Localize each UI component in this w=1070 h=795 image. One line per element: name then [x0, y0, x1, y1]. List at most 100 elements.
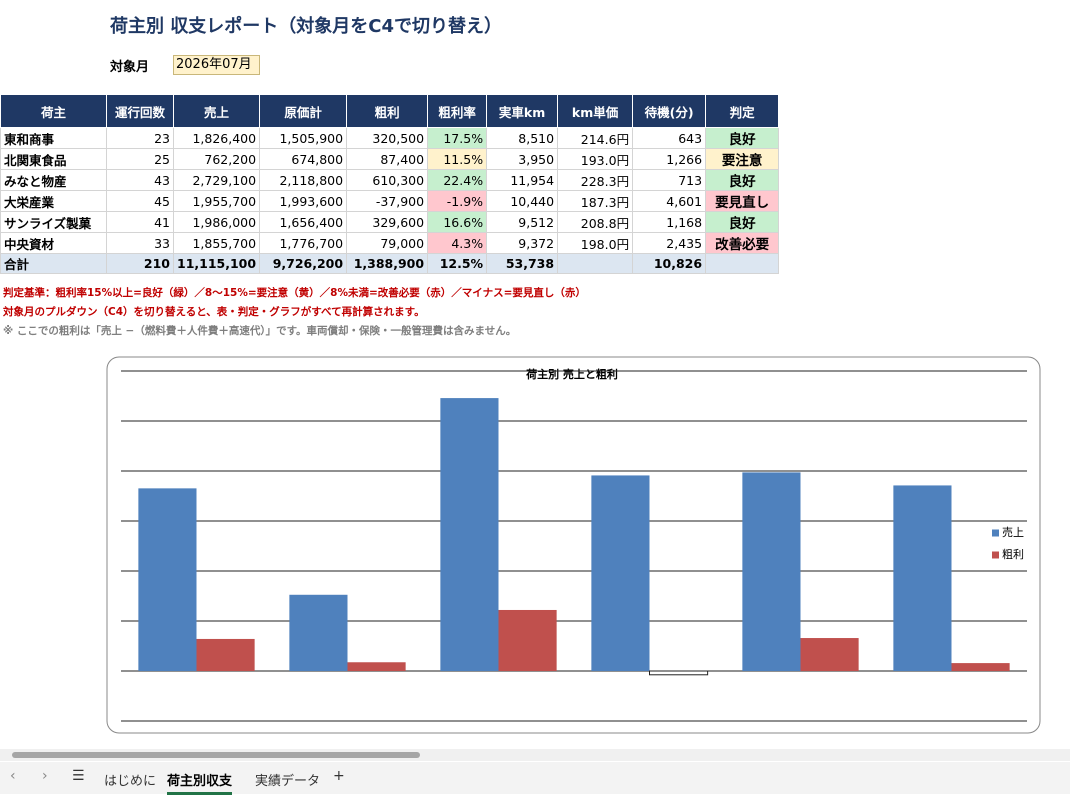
cell: サンライズ製菓 [0, 211, 107, 233]
cell: 610,300 [346, 169, 429, 191]
total-cell [705, 253, 780, 274]
column-header: 売上 [172, 94, 261, 128]
cell: みなと物産 [0, 169, 107, 191]
column-header: 待機(分) [632, 94, 707, 128]
sheet-tab[interactable]: はじめに [104, 774, 157, 789]
cell: 320,500 [346, 127, 429, 149]
cell: 228.3円 [557, 169, 634, 191]
cell: 33 [106, 232, 174, 254]
cell: 北関東食品 [0, 148, 107, 170]
scroll-thumb[interactable] [12, 752, 420, 758]
table-row: 北関東食品 25 762,200 674,800 87,400 11.5% 3,950 193… [0, 148, 780, 170]
cell: 10,440 [486, 190, 559, 212]
column-header: 粗利 [346, 94, 429, 128]
bar [800, 638, 859, 671]
cell: 8,510 [486, 127, 559, 149]
cell: 1,266 [632, 148, 707, 170]
bar [893, 485, 952, 671]
bar [196, 638, 255, 671]
cell: 187.3円 [557, 190, 634, 212]
table-row: 大栄産業 45 1,955,700 1,993,600 -37,900 -1.9% 10,4… [0, 190, 780, 212]
cell: 良好 [705, 169, 780, 191]
cell: 208.8円 [557, 211, 634, 233]
sheet-tab[interactable]: 実績データ [255, 774, 321, 789]
cell: 17.5% [427, 127, 488, 149]
cell: 11.5% [427, 148, 488, 170]
cell: -1.9% [427, 190, 488, 212]
cell: 9,512 [486, 211, 559, 233]
bar [742, 472, 801, 671]
cell: 1,986,000 [172, 211, 261, 233]
column-header: 粗利率 [427, 94, 488, 128]
bar [440, 398, 499, 671]
cell: 198.0円 [557, 232, 634, 254]
cell: 1,993,600 [259, 190, 348, 212]
cell: 中央資材 [0, 232, 107, 254]
total-cell: 10,826 [632, 253, 707, 274]
table-row: 中央資材 33 1,855,700 1,776,700 79,000 4.3% 9,372 1… [0, 232, 780, 254]
total-cell: 210 [106, 253, 174, 274]
cell: 2,118,800 [259, 169, 348, 191]
cell: 1,776,700 [259, 232, 348, 254]
table-row: 東和商事 23 1,826,400 1,505,900 320,500 17.5% 8,51… [0, 127, 780, 149]
cell: 1,826,400 [172, 127, 261, 149]
cell: 1,505,900 [259, 127, 348, 149]
cell: 1,168 [632, 211, 707, 233]
bar [138, 488, 197, 671]
total-cell: 11,115,100 [172, 253, 261, 274]
column-header: 実車km [486, 94, 559, 128]
cell: 25 [106, 148, 174, 170]
cell: 1,855,700 [172, 232, 261, 254]
sheet-tab[interactable]: 荷主別収支 [167, 770, 233, 795]
cell: 要見直し [705, 190, 780, 212]
cell: -37,900 [346, 190, 429, 212]
cell: 4,601 [632, 190, 707, 212]
column-header: 原価計 [259, 94, 348, 128]
cell: 9,372 [486, 232, 559, 254]
total-cell: 合計 [0, 253, 107, 274]
cell: 22.4% [427, 169, 488, 191]
prev-icon[interactable]: ‹ [10, 768, 16, 784]
menu-icon[interactable]: ☰ [72, 768, 85, 784]
bar [591, 475, 650, 671]
cell: 1,955,700 [172, 190, 261, 212]
column-header: 荷主 [0, 94, 107, 128]
total-cell: 12.5% [427, 253, 488, 274]
cell: 2,729,100 [172, 169, 261, 191]
table-row: サンライズ製菓 41 1,986,000 1,656,400 329,600 16.6% 9… [0, 211, 780, 233]
cell: 1,656,400 [259, 211, 348, 233]
bar [649, 670, 709, 676]
total-cell: 9,726,200 [259, 253, 348, 274]
add-sheet-icon[interactable]: + [333, 768, 345, 784]
legend-swatch [992, 551, 999, 559]
cell: 4.3% [427, 232, 488, 254]
cell: 3,950 [486, 148, 559, 170]
legend-swatch [992, 529, 999, 537]
sheet-tabs: ‹ › ☰ + はじめに 荷主別収支 実績データ [0, 762, 1070, 795]
total-row: 合計 210 11,115,100 9,726,200 1,388,900 12.5% 53… [0, 253, 780, 274]
cell: 2,435 [632, 232, 707, 254]
cell: 674,800 [259, 148, 348, 170]
note: 判定基準：粗利率15%以上=良好（緑）／8〜15%=要注意（黄）／8%未満=改善… [3, 287, 586, 299]
bar [951, 663, 1010, 671]
cell: 要注意 [705, 148, 780, 170]
cell: 東和商事 [0, 127, 107, 149]
month-dropdown[interactable]: 2026年07月 [173, 55, 260, 75]
report-title: 荷主別 収支レポート（対象月をC4で切り替え） [110, 16, 502, 37]
next-icon[interactable]: › [42, 768, 48, 784]
column-header: 運行回数 [106, 94, 174, 128]
header-row: 荷主 運行回数 売上 原価計 粗利 粗利率 実車km km単価 待機(分) 判定 [0, 94, 780, 128]
bar [289, 594, 348, 671]
cell: 大栄産業 [0, 190, 107, 212]
cell: 193.0円 [557, 148, 634, 170]
total-cell: 53,738 [486, 253, 559, 274]
summary-table: 荷主 運行回数 売上 原価計 粗利 粗利率 実車km km単価 待機(分) 判定 東和商事 23 1,8… [0, 94, 780, 274]
bar [347, 662, 406, 671]
cell: 643 [632, 127, 707, 149]
legend-label: 粗利 [1002, 548, 1024, 561]
cell: 41 [106, 211, 174, 233]
cell: 79,000 [346, 232, 429, 254]
cell: 23 [106, 127, 174, 149]
